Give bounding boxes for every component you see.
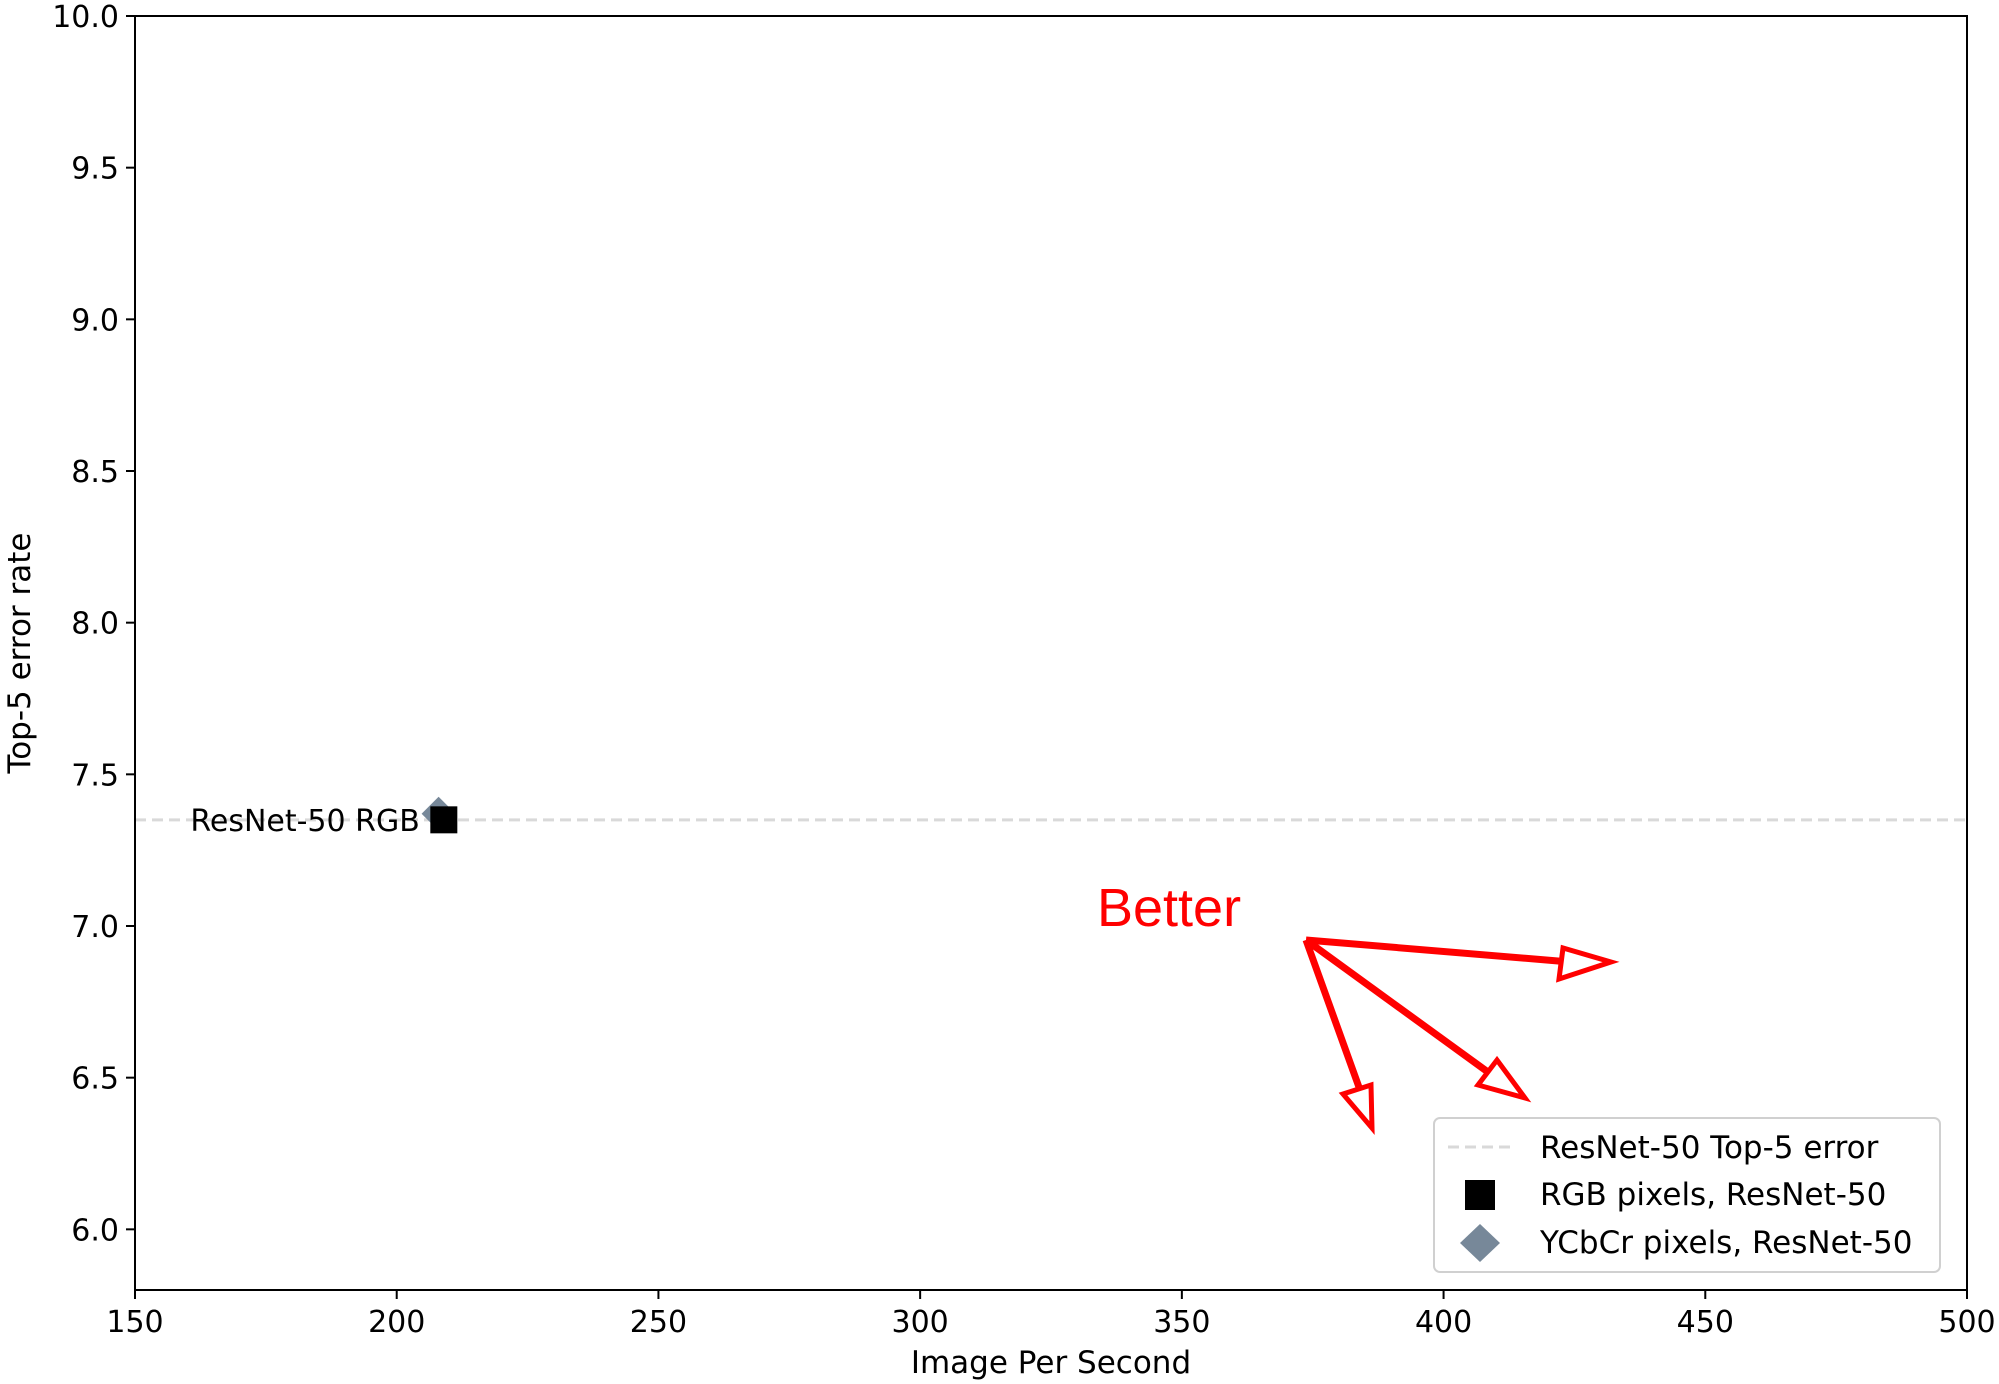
y-tick-label: 6.5 [71,1062,119,1097]
y-tick-label: 7.0 [71,910,119,945]
legend: ResNet-50 Top-5 error RGB pixels, ResNet… [1433,1117,1941,1273]
x-tick-label: 350 [1153,1305,1210,1340]
x-tick-label: 150 [106,1305,163,1340]
y-tick-label: 9.0 [71,303,119,338]
x-tick-label: 400 [1415,1305,1472,1340]
better-arrows [1302,936,1620,1135]
legend-swatch-rgb [1465,1180,1495,1210]
y-tick-label: 8.5 [71,455,119,490]
y-tick-label: 10.0 [52,0,119,35]
x-axis-ticks: 150 200 250 300 350 400 450 500 [106,1290,1996,1340]
y-tick-label: 6.0 [71,1213,119,1248]
points-layer [421,796,458,834]
y-axis-ticks: 6.0 6.5 7.0 7.5 8.0 8.5 9.0 9.5 10.0 [52,0,135,1248]
plot-frame [134,15,1968,1291]
better-arrow-right-head [1556,944,1620,983]
better-arrow-diagonal-shaft [1303,937,1495,1078]
y-tick-label: 8.0 [71,607,119,642]
x-axis-label: Image Per Second [911,1345,1191,1381]
better-arrow-diagonal-head [1473,1055,1532,1103]
x-tick-label: 500 [1938,1305,1995,1340]
data-point-rgb [430,806,458,834]
legend-swatch-ycbcr [1460,1224,1500,1262]
better-arrow-down-head [1338,1081,1375,1135]
better-arrow-right-shaft [1305,936,1571,966]
legend-label-rgb: RGB pixels, ResNet-50 [1540,1177,1886,1213]
x-tick-label: 200 [368,1305,425,1340]
y-tick-label: 7.5 [71,758,119,793]
point-annotation-label: ResNet-50 RGB [190,804,419,839]
legend-label-ycbcr: YCbCr pixels, ResNet-50 [1539,1225,1912,1261]
legend-box [1433,1117,1941,1273]
x-tick-label: 250 [630,1305,687,1340]
x-tick-label: 300 [892,1305,949,1340]
better-arrow-down-shaft [1302,938,1364,1092]
y-axis-label: Top-5 error rate [2,533,38,775]
better-annotation-label: Better [1097,878,1241,938]
legend-label-reference-line: ResNet-50 Top-5 error [1540,1130,1879,1166]
y-tick-label: 9.5 [71,152,119,187]
x-tick-label: 450 [1677,1305,1734,1340]
